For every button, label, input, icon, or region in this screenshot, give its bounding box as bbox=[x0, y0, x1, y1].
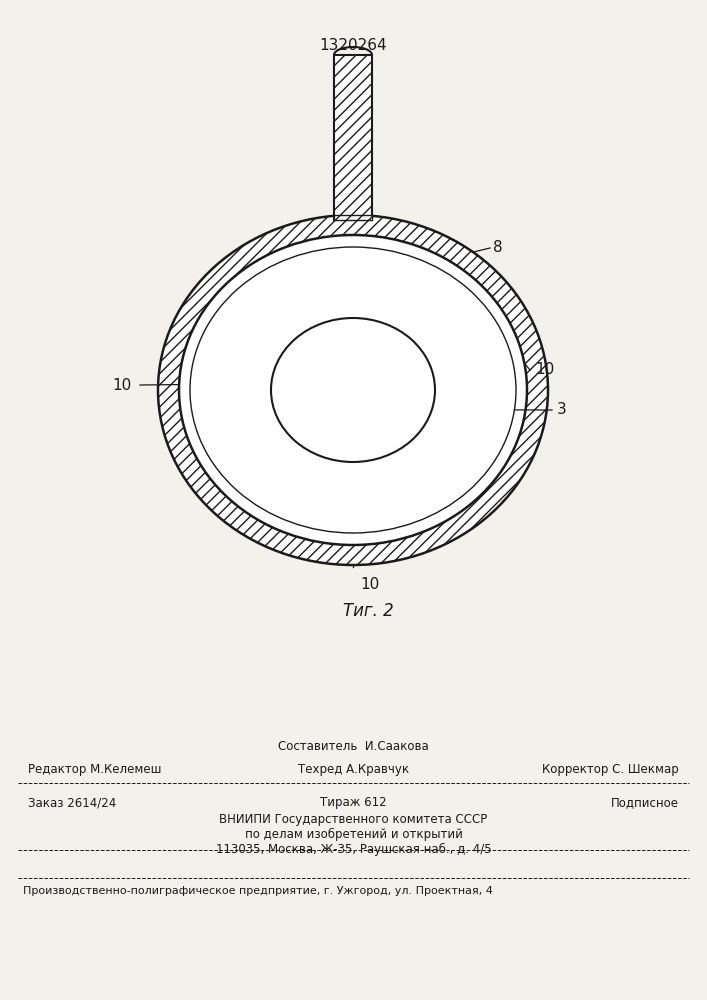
Bar bbox=[334, 55, 372, 220]
Text: 10: 10 bbox=[112, 377, 132, 392]
Text: 8: 8 bbox=[493, 240, 503, 255]
Text: ВНИИПИ Государственного комитета СССР: ВНИИПИ Государственного комитета СССР bbox=[219, 813, 488, 826]
Ellipse shape bbox=[271, 318, 435, 462]
Text: 10: 10 bbox=[535, 362, 554, 377]
Text: Корректор С. Шекмар: Корректор С. Шекмар bbox=[542, 764, 679, 776]
Text: Производственно-полиграфическое предприятие, г. Ужгород, ул. Проектная, 4: Производственно-полиграфическое предприя… bbox=[23, 886, 493, 896]
Ellipse shape bbox=[158, 215, 548, 565]
Text: 1320264: 1320264 bbox=[320, 38, 387, 53]
Text: Составитель  И.Саакова: Составитель И.Саакова bbox=[278, 740, 429, 753]
Text: Тираж 612: Тираж 612 bbox=[320, 796, 387, 809]
Text: 10: 10 bbox=[360, 577, 379, 592]
Text: Редактор М.Келемеш: Редактор М.Келемеш bbox=[28, 764, 161, 776]
Text: Техред А.Кравчук: Техред А.Кравчук bbox=[298, 764, 409, 776]
Text: Τиг. 2: Τиг. 2 bbox=[343, 602, 394, 620]
Text: 3: 3 bbox=[557, 402, 567, 418]
Ellipse shape bbox=[179, 235, 527, 545]
Text: по делам изобретений и открытий: по делам изобретений и открытий bbox=[245, 828, 462, 841]
Text: Заказ 2614/24: Заказ 2614/24 bbox=[28, 796, 116, 809]
Text: Подписное: Подписное bbox=[611, 796, 679, 809]
Text: 113035, Москва, Ж-35, Раушская наб., д. 4/5: 113035, Москва, Ж-35, Раушская наб., д. … bbox=[216, 843, 491, 856]
Bar bbox=[334, 215, 372, 220]
